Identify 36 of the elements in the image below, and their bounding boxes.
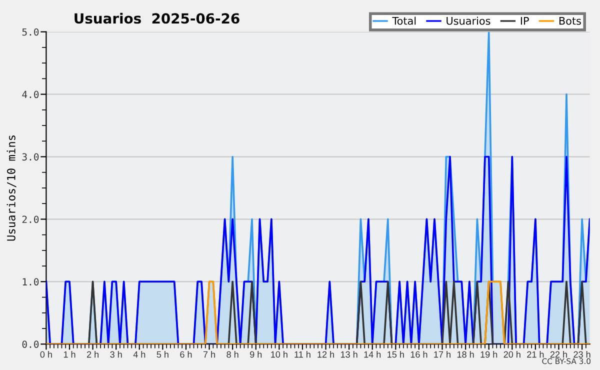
x-tick-label: 13 h	[340, 351, 358, 358]
legend-label: Bots	[559, 17, 581, 25]
x-tick-label: 6 h	[180, 351, 192, 358]
x-tick-label: 22 h	[550, 351, 567, 358]
y-tick-label: 3.0	[22, 153, 39, 161]
y-tick-label: 1.0	[22, 278, 39, 286]
x-tick-label: 18 h	[457, 351, 474, 358]
y-tick-label: 4.0	[22, 90, 39, 98]
x-tick-label: 15 h	[388, 351, 404, 358]
x-tick-label: 4 h	[133, 351, 146, 358]
x-tick-label: 8 h	[226, 351, 238, 358]
chart-title: Usuarios 2025-06-26	[74, 12, 240, 24]
y-tick-label: 0.0	[22, 340, 39, 348]
y-tick-label: 5.0	[22, 28, 39, 36]
y-tick-label: 2.0	[22, 216, 39, 224]
x-tick-label: 12 h	[318, 351, 334, 358]
x-tick-label: 10 h	[271, 351, 288, 358]
x-tick-label: 23 h	[574, 351, 590, 358]
x-tick-label: 21 h	[527, 351, 544, 358]
x-tick-label: 17 h	[434, 351, 450, 358]
x-tick-label: 9 h	[250, 351, 262, 358]
x-tick-label: 19 h	[480, 351, 498, 358]
x-tick-label: 3 h	[110, 351, 122, 358]
x-tick-label: 14 h	[364, 351, 381, 358]
x-tick-label: 5 h	[156, 351, 168, 358]
y-axis-title: Usuarios/10 mins	[6, 136, 16, 241]
legend-label: Usuarios	[446, 16, 490, 25]
x-tick-label: 2 h	[86, 351, 98, 358]
legend-label: IP	[520, 17, 529, 25]
x-tick-label: 1 h	[64, 351, 76, 358]
x-tick-label: 16 h	[410, 351, 428, 358]
x-tick-label: 20 h	[504, 351, 520, 358]
x-tick-label: 0 h	[40, 351, 52, 358]
legend-label: Total	[392, 16, 416, 25]
x-tick-label: 7 h	[203, 351, 215, 358]
x-tick-label: 11 h	[294, 351, 310, 358]
